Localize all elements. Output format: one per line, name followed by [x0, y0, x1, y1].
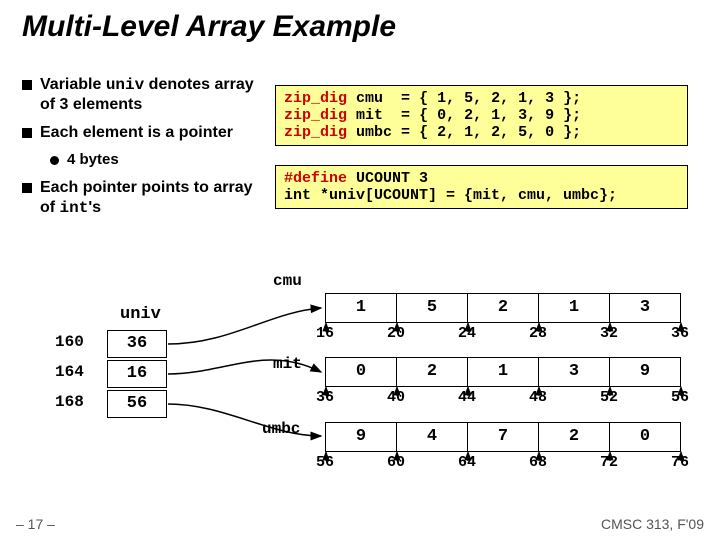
array-addr: 36 [305, 389, 345, 406]
array-cell: 0 [325, 357, 397, 387]
array-addr: 52 [589, 389, 629, 406]
array-cell: 7 [467, 422, 539, 452]
array-cell: 5 [396, 293, 468, 323]
array-addr: 32 [589, 325, 629, 342]
arr-label-mit: mit [273, 355, 302, 373]
array-cell: 9 [609, 357, 681, 387]
array-cell: 9 [325, 422, 397, 452]
array-addr: 36 [660, 325, 700, 342]
array-cell: 4 [396, 422, 468, 452]
arr-label-umbc: umbc [262, 420, 300, 438]
array-addr: 16 [305, 325, 345, 342]
array-cell: 1 [325, 293, 397, 323]
univ-addr: 160 [55, 333, 84, 351]
array-addr: 56 [660, 389, 700, 406]
array-addr: 24 [447, 325, 487, 342]
arr-label-cmu: cmu [273, 272, 302, 290]
code-box-2: #define UCOUNT 3 int *univ[UCOUNT] = {mi… [275, 165, 688, 209]
bullet-2: Each element is a pointer [22, 123, 262, 143]
univ-label: univ [120, 305, 161, 324]
bullet-icon [22, 80, 32, 90]
array-cell: 2 [467, 293, 539, 323]
bullet-2-sub: 4 bytes [50, 151, 262, 170]
univ-addr: 164 [55, 363, 84, 381]
bullet-icon [22, 183, 32, 193]
array-addr: 76 [660, 454, 700, 471]
footer-right: CMSC 313, F'09 [601, 516, 704, 532]
univ-cell: 16 [107, 360, 167, 388]
array-addr: 72 [589, 454, 629, 471]
bullet-1: Variable univ denotes array of 3 element… [22, 75, 262, 115]
array-cell: 1 [467, 357, 539, 387]
array-addr: 28 [518, 325, 558, 342]
array-addr: 60 [376, 454, 416, 471]
array-addr: 20 [376, 325, 416, 342]
array-cell: 1 [538, 293, 610, 323]
array-addr: 48 [518, 389, 558, 406]
footer-left: – 17 – [16, 516, 55, 532]
code-box-1: zip_dig cmu = { 1, 5, 2, 1, 3 }; zip_dig… [275, 85, 688, 146]
array-addr: 44 [447, 389, 487, 406]
slide-title: Multi-Level Array Example [22, 10, 396, 44]
array-addr: 56 [305, 454, 345, 471]
bullet-3: Each pointer points to array of int's [22, 178, 262, 218]
array-addr: 64 [447, 454, 487, 471]
array-cell: 0 [609, 422, 681, 452]
bullet-icon [50, 156, 59, 165]
univ-addr: 168 [55, 393, 84, 411]
univ-cell: 36 [107, 330, 167, 358]
array-addr: 68 [518, 454, 558, 471]
bullet-icon [22, 128, 32, 138]
array-cell: 3 [538, 357, 610, 387]
array-cell: 2 [538, 422, 610, 452]
univ-cell: 56 [107, 390, 167, 418]
array-cell: 3 [609, 293, 681, 323]
array-addr: 40 [376, 389, 416, 406]
array-cell: 2 [396, 357, 468, 387]
bullet-list: Variable univ denotes array of 3 element… [22, 75, 262, 226]
